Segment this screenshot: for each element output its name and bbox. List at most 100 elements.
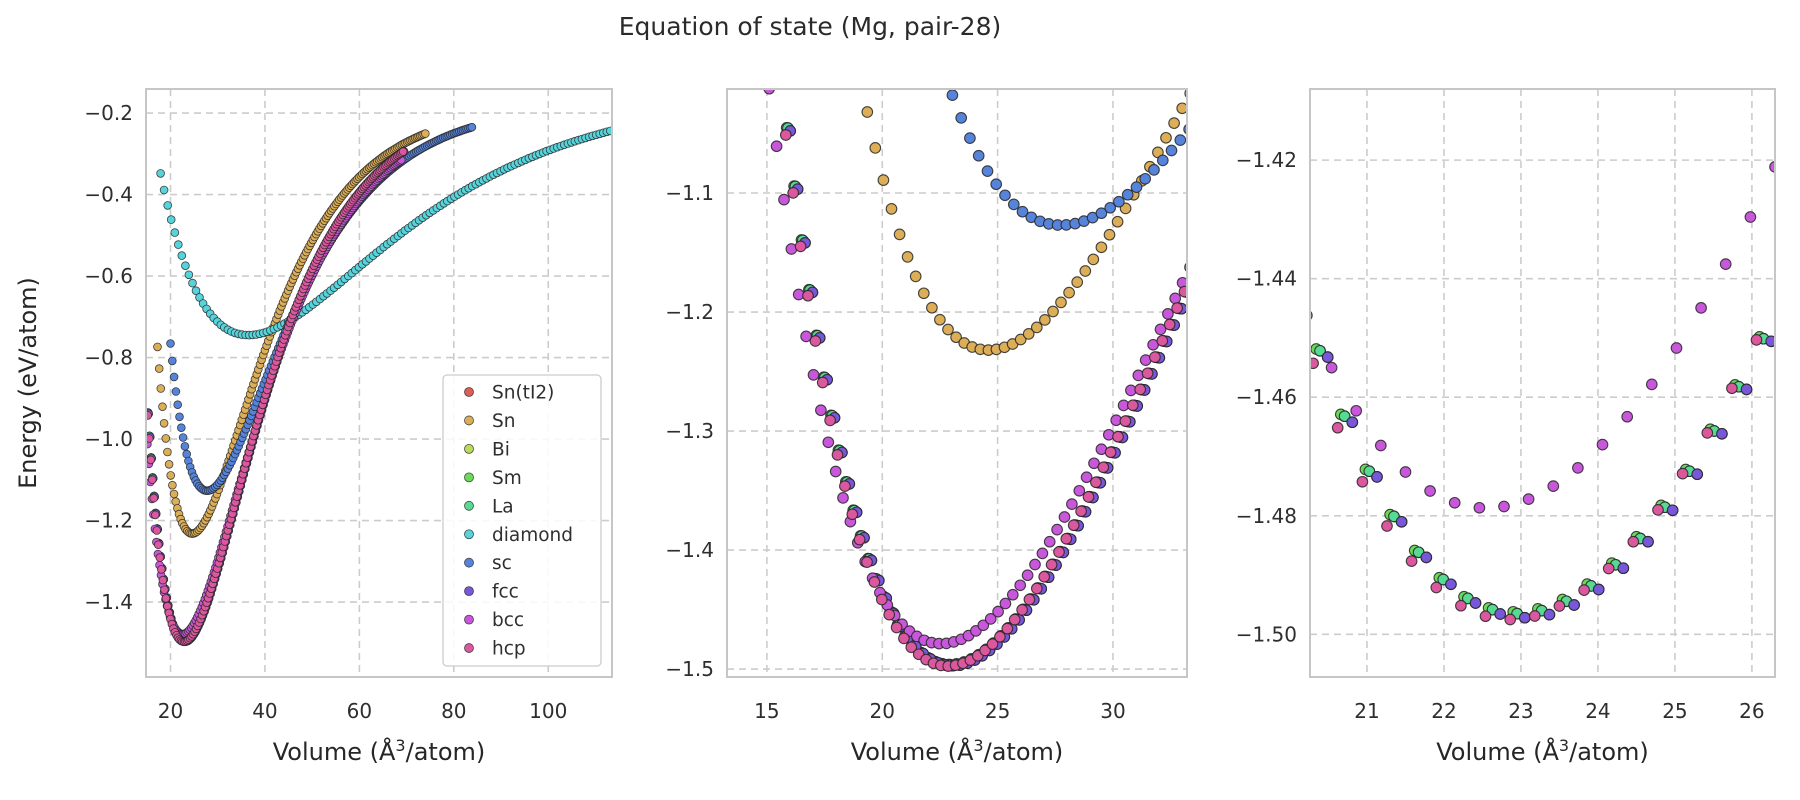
- legend-label-Sn(tI2): Sn(tI2): [492, 383, 554, 404]
- legend-label-fcc: fcc: [492, 582, 519, 603]
- legend: Sn(tI2) Sn Bi Sm La diamond sc fcc bcc hcp: [442, 374, 602, 667]
- y-tick-label: −1.50: [1236, 622, 1297, 646]
- legend-marker-hcp: [464, 643, 474, 653]
- legend-box: [442, 374, 602, 667]
- legend-item-Sn: Sn: [464, 411, 515, 432]
- legend-item-La: La: [464, 496, 514, 517]
- y-axis-label: Energy (eV/atom): [14, 277, 42, 489]
- legend-item-Sn(tI2): Sn(tI2): [464, 383, 554, 404]
- x-tick-label: 20: [158, 699, 183, 723]
- y-tick-label: −0.2: [84, 101, 133, 125]
- x-tick-label: 15: [754, 699, 779, 723]
- tick-labels-mid-zoom: 15 20 25 30 −1.1 −1.2 −1.3 −1.4 −1.5: [665, 181, 1125, 723]
- series-Sn(tI2)-points: [1321, 335, 1775, 624]
- legend-item-fcc: fcc: [464, 582, 519, 603]
- panel-mid-zoom: 15 20 25 30 −1.1 −1.2 −1.3 −1.4 −1.5 Volume (Å3/a…: [665, 88, 1188, 766]
- series-sc-points: [946, 89, 1187, 231]
- y-tick-label: −0.6: [84, 264, 133, 288]
- series-La-points: [146, 147, 408, 646]
- series-bcc-points: [146, 155, 406, 639]
- legend-item-Sm: Sm: [464, 468, 522, 489]
- legend-marker-bcc: [464, 614, 474, 625]
- series-La-points: [782, 122, 1187, 671]
- legend-item-sc: sc: [464, 553, 512, 574]
- y-tick-label: −1.4: [84, 590, 133, 614]
- tick-labels-min-zoom: 21 22 23 24 25 26 −1.42 −1.44 −1.46 −1.48 −1.50: [1236, 148, 1765, 723]
- x-tick-label: 100: [529, 699, 567, 723]
- series-fcc-points: [146, 147, 409, 646]
- y-tick-label: −1.4: [665, 538, 714, 562]
- scatter-points-overview: [146, 122, 612, 647]
- axes-spines-min-zoom: [1309, 88, 1776, 678]
- series-bcc-points: [1310, 161, 1775, 514]
- legend-label-La: La: [492, 496, 514, 517]
- series-bcc-points: [763, 89, 1187, 650]
- scatter-points-mid-zoom: [763, 89, 1187, 672]
- y-tick-label: −1.5: [665, 657, 714, 681]
- y-tick-label: −1.44: [1236, 267, 1297, 291]
- legend-item-diamond: diamond: [464, 525, 573, 546]
- series-Sn-points: [153, 129, 430, 538]
- axes-spines-overview: [145, 88, 613, 678]
- panel-min-zoom: 21 22 23 24 25 26 −1.42 −1.44 −1.46 −1.48 −1.50 Vol…: [1236, 88, 1776, 766]
- figure-title: Equation of state (Mg, pair-28): [618, 12, 1002, 41]
- series-Bi-points: [782, 122, 1187, 671]
- series-Sm-points: [780, 121, 1187, 671]
- panel-overview: 20 40 60 80 100 −0.2 −0.4 −0.6 −0.8 −1.0 −1.2 −1.4 V…: [14, 88, 613, 766]
- tick-labels-overview: 20 40 60 80 100 −0.2 −0.4 −0.6 −0.8 −1.0 −1.2 −1.4: [84, 101, 567, 723]
- series-fcc-points: [1321, 335, 1775, 624]
- legend-marker-fcc: [464, 586, 474, 597]
- x-tick-label: 20: [870, 699, 895, 723]
- x-axis-label: Volume (Å3/atom): [851, 736, 1064, 766]
- legend-label-Sm: Sm: [492, 468, 522, 489]
- grid-mid-zoom: [727, 89, 1187, 677]
- x-axis-label: Volume (Å3/atom): [1436, 736, 1649, 766]
- y-tick-label: −1.0: [84, 427, 133, 451]
- x-tick-label: 80: [441, 699, 466, 723]
- legend-marker-sc: [464, 557, 474, 568]
- x-tick-label: 25: [1662, 699, 1687, 723]
- legend-marker-Sm: [464, 472, 474, 483]
- y-tick-label: −1.46: [1236, 385, 1297, 409]
- y-tick-label: −0.8: [84, 346, 133, 370]
- series-fcc-points: [784, 125, 1187, 672]
- x-tick-label: 60: [347, 699, 372, 723]
- series-Bi-points: [146, 147, 408, 646]
- legend-label-Sn: Sn: [492, 411, 515, 432]
- y-tick-label: −1.2: [84, 509, 133, 533]
- x-tick-label: 25: [985, 699, 1010, 723]
- legend-label-hcp: hcp: [492, 639, 526, 660]
- legend-marker-La: [464, 500, 474, 511]
- series-hcp-points: [146, 147, 408, 647]
- legend-item-Bi: Bi: [464, 439, 510, 460]
- legend-label-bcc: bcc: [492, 610, 524, 631]
- legend-marker-Bi: [464, 443, 474, 454]
- x-tick-label: 40: [252, 699, 277, 723]
- x-tick-label: 26: [1739, 699, 1764, 723]
- y-tick-label: −0.4: [84, 183, 133, 207]
- scatter-points-min-zoom: [1310, 161, 1775, 626]
- legend-label-sc: sc: [492, 553, 512, 574]
- series-Sm-points: [146, 146, 408, 646]
- x-tick-label: 21: [1354, 699, 1379, 723]
- grid-min-zoom: [1310, 89, 1775, 677]
- legend-item-bcc: bcc: [464, 610, 524, 631]
- series-Sn(tI2)-points: [784, 125, 1187, 672]
- legend-marker-Sn: [464, 415, 474, 426]
- series-Sn(tI2)-points: [146, 147, 409, 646]
- legend-label-diamond: diamond: [492, 525, 573, 546]
- x-tick-label: 24: [1585, 699, 1610, 723]
- y-tick-label: −1.42: [1236, 148, 1297, 172]
- y-tick-label: −1.2: [665, 300, 714, 324]
- y-tick-label: −1.48: [1236, 504, 1297, 528]
- x-axis-label: Volume (Å3/atom): [273, 736, 486, 766]
- x-tick-label: 30: [1100, 699, 1125, 723]
- legend-marker-diamond: [464, 529, 474, 540]
- series-hcp-points: [1310, 334, 1763, 626]
- y-tick-label: −1.1: [665, 181, 714, 205]
- series-hcp-points: [779, 129, 1187, 672]
- legend-marker-Sn(tI2): [464, 387, 474, 397]
- legend-item-hcp: hcp: [464, 639, 526, 660]
